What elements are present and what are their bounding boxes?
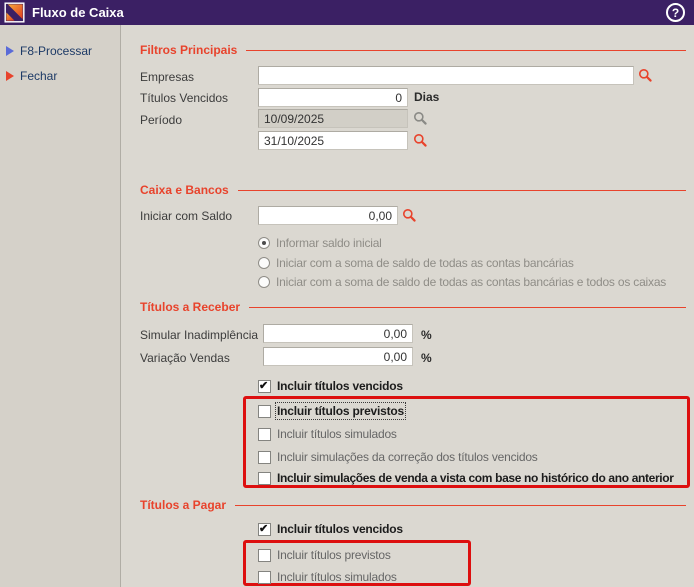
checkbox-unchecked-icon — [258, 570, 271, 584]
section-rule — [246, 50, 686, 51]
sidebar-item-f8-processar[interactable]: F8-Processar — [0, 38, 120, 63]
checkbox-label: Incluir títulos previstos — [274, 402, 407, 420]
search-icon[interactable] — [413, 133, 428, 148]
iniciar-com-saldo-input[interactable]: 0,00 — [258, 206, 398, 225]
sidebar-item-label: Fechar — [20, 68, 58, 83]
section-rule — [237, 190, 686, 191]
percent-label: % — [421, 351, 432, 365]
checkbox-unchecked-icon — [258, 450, 271, 464]
arrow-right-icon — [6, 70, 14, 81]
checkbox-unchecked-icon — [258, 471, 271, 485]
radio-soma-contas-bancarias[interactable]: Iniciar com a soma de saldo de todas as … — [258, 256, 574, 270]
radio-label: Iniciar com a soma de saldo de todas as … — [276, 256, 574, 270]
checkbox-receber-titulos-previstos[interactable]: Incluir títulos previstos — [258, 402, 407, 420]
empresas-label: Empresas — [140, 70, 195, 84]
checkbox-label: Incluir simulações da correção dos títul… — [277, 450, 538, 464]
checkbox-checked-icon — [258, 379, 271, 393]
empresas-input[interactable] — [258, 66, 634, 85]
window-title: Fluxo de Caixa — [32, 5, 124, 20]
section-header-titulos-a-pagar: Títulos a Pagar — [140, 498, 686, 512]
checkbox-pagar-titulos-vencidos[interactable]: Incluir títulos vencidos — [258, 522, 403, 536]
main-content — [122, 25, 694, 587]
checkbox-receber-simulacoes-correcao[interactable]: Incluir simulações da correção dos títul… — [258, 450, 538, 464]
sidebar-item-fechar[interactable]: Fechar — [0, 63, 120, 88]
radio-button-icon — [258, 237, 270, 249]
titulos-vencidos-label: Títulos Vencidos — [140, 91, 229, 105]
variacao-vendas-label: Variação Vendas — [140, 351, 230, 365]
search-icon-disabled[interactable] — [413, 111, 428, 126]
section-rule — [249, 307, 686, 308]
simular-inadimplencia-label: Simular Inadimplência — [140, 328, 259, 342]
checkbox-checked-icon — [258, 522, 271, 536]
radio-label: Iniciar com a soma de saldo de todas as … — [276, 275, 667, 289]
sidebar-item-label: F8-Processar — [20, 43, 93, 58]
radio-button-icon — [258, 257, 270, 269]
dias-label: Dias — [414, 90, 440, 104]
checkbox-label: Incluir simulações de venda a vista com … — [277, 471, 674, 485]
periodo-label: Período — [140, 113, 183, 127]
sidebar: F8-Processar Fechar — [0, 25, 121, 587]
checkbox-label: Incluir títulos simulados — [277, 570, 397, 584]
checkbox-receber-titulos-vencidos[interactable]: Incluir títulos vencidos — [258, 379, 403, 393]
section-header-titulos-a-receber: Títulos a Receber — [140, 300, 686, 314]
checkbox-pagar-titulos-previstos[interactable]: Incluir títulos previstos — [258, 548, 391, 562]
checkbox-label: Incluir títulos vencidos — [277, 379, 403, 393]
checkbox-unchecked-icon — [258, 548, 271, 562]
section-title: Títulos a Pagar — [140, 498, 227, 512]
variacao-vendas-input[interactable]: 0,00 — [263, 347, 413, 366]
checkbox-unchecked-icon — [258, 404, 271, 418]
section-rule — [235, 505, 686, 506]
titlebar: Fluxo de Caixa ? — [0, 0, 694, 25]
app-logo-icon — [4, 2, 25, 23]
search-icon[interactable] — [638, 68, 653, 83]
periodo-end-input[interactable]: 31/10/2025 — [258, 131, 408, 150]
checkbox-label: Incluir títulos previstos — [277, 548, 391, 562]
section-title: Títulos a Receber — [140, 300, 241, 314]
checkbox-pagar-titulos-simulados[interactable]: Incluir títulos simulados — [258, 570, 397, 584]
checkbox-receber-titulos-simulados[interactable]: Incluir títulos simulados — [258, 427, 397, 441]
radio-button-icon — [258, 276, 270, 288]
checkbox-label: Incluir títulos vencidos — [277, 522, 403, 536]
radio-label: Informar saldo inicial — [276, 236, 382, 250]
checkbox-unchecked-icon — [258, 427, 271, 441]
titulos-vencidos-input[interactable]: 0 — [258, 88, 408, 107]
simular-inadimplencia-input[interactable]: 0,00 — [263, 324, 413, 343]
arrow-right-icon — [6, 45, 14, 56]
percent-label: % — [421, 328, 432, 342]
checkbox-receber-simulacoes-venda-a-vista[interactable]: Incluir simulações de venda a vista com … — [258, 471, 674, 485]
section-header-caixa-e-bancos: Caixa e Bancos — [140, 183, 686, 197]
section-title: Filtros Principais — [140, 43, 238, 57]
section-title: Caixa e Bancos — [140, 183, 229, 197]
iniciar-com-saldo-label: Iniciar com Saldo — [140, 209, 233, 223]
help-icon[interactable]: ? — [666, 3, 685, 22]
periodo-start-input[interactable]: 10/09/2025 — [258, 109, 408, 128]
radio-soma-contas-e-caixas[interactable]: Iniciar com a soma de saldo de todas as … — [258, 275, 666, 289]
radio-informar-saldo-inicial[interactable]: Informar saldo inicial — [258, 236, 382, 250]
search-icon[interactable] — [402, 208, 417, 223]
section-header-filtros-principais: Filtros Principais — [140, 43, 686, 57]
checkbox-label: Incluir títulos simulados — [277, 427, 397, 441]
